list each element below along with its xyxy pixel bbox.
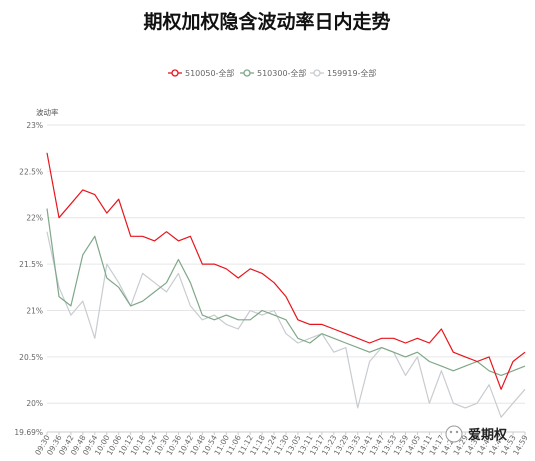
series-line-1 — [46, 208, 526, 376]
wechat-icon — [445, 425, 463, 443]
grid — [47, 124, 525, 433]
chart-title: 期权加权隐含波动率日内走势 — [143, 10, 390, 33]
y-tick-label: 20.5% — [19, 353, 43, 362]
y-tick-label: 21.5% — [19, 260, 43, 269]
legend-item-2[interactable]: 159919-全部 — [310, 68, 376, 78]
series-line-2 — [46, 231, 526, 418]
series-group — [46, 152, 526, 418]
y-tick-label: 23% — [26, 121, 43, 130]
wechat-icon-eye-right — [455, 430, 459, 434]
series-line-0 — [46, 152, 526, 390]
y-min-label: 19.69% — [14, 428, 43, 437]
legend[interactable]: 510050-全部 510300-全部 159919-全部 — [168, 68, 376, 78]
legend-label: 510050-全部 — [185, 68, 234, 78]
y-axis-ticks: 23% 22.5% 22% 21.5% 21% 20.5% 20% 19.69% — [14, 121, 43, 437]
legend-label: 510300-全部 — [257, 68, 306, 78]
watermark: 爱期权 — [445, 425, 508, 443]
y-tick-label: 22% — [26, 214, 43, 223]
legend-swatch-marker — [171, 69, 179, 77]
y-axis-label: 波动率 — [36, 107, 59, 117]
legend-swatch-marker — [313, 69, 321, 77]
legend-item-1[interactable]: 510300-全部 — [240, 68, 306, 78]
y-tick-label: 22.5% — [19, 167, 43, 176]
legend-label: 159919-全部 — [327, 68, 376, 78]
y-tick-label: 20% — [26, 399, 43, 408]
y-tick-label: 21% — [26, 306, 43, 315]
legend-swatch-marker — [243, 69, 251, 77]
legend-item-0[interactable]: 510050-全部 — [168, 68, 234, 78]
wechat-icon-eye-left — [449, 430, 453, 434]
watermark-text: 爱期权 — [468, 427, 508, 443]
